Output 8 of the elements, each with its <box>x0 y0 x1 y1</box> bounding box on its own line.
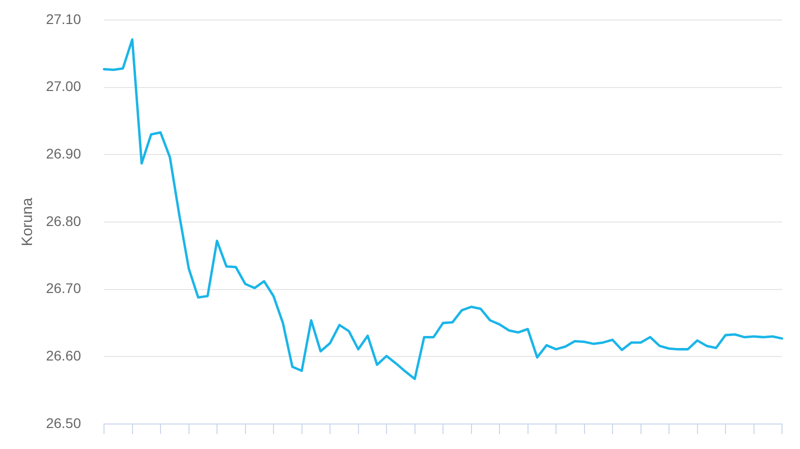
y-tick-label: 26.80 <box>46 212 82 229</box>
y-tick-label: 27.00 <box>46 78 82 94</box>
y-tick-label: 26.70 <box>46 280 82 296</box>
y-tick-label: 26.90 <box>46 146 82 162</box>
y-tick-label: 26.60 <box>46 348 82 364</box>
y-axis-title: Koruna <box>19 197 36 246</box>
y-tick-label: 26.50 <box>46 414 82 431</box>
y-tick-label: 27.10 <box>46 10 82 27</box>
